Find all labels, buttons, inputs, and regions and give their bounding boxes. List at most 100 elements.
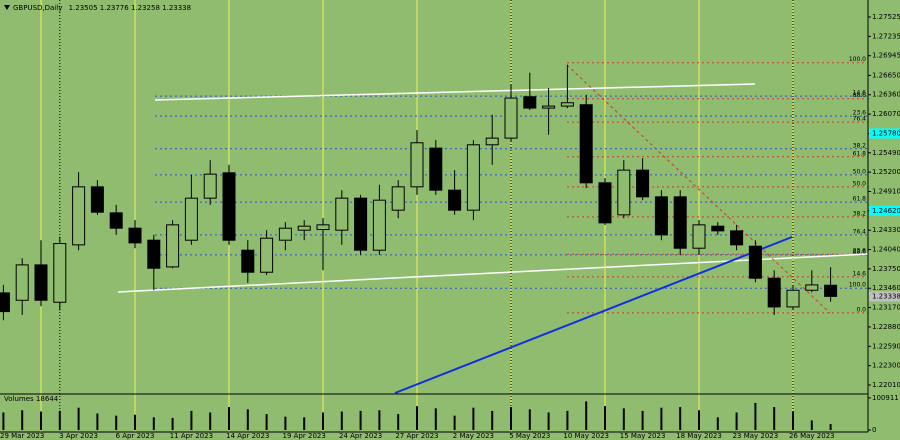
fib-label: 76.4	[853, 116, 867, 123]
y-tick-label: 1.22300	[872, 362, 900, 370]
volume-bar	[566, 410, 569, 430]
candle-body-up	[542, 105, 556, 109]
trend-line	[154, 83, 756, 101]
x-tick-label: 5 May 2023	[509, 432, 550, 440]
volume-bar	[190, 410, 193, 430]
volume-bar	[716, 417, 719, 430]
candle-body-up	[692, 224, 706, 249]
fib-label: 38.2	[853, 210, 867, 217]
y-tick-label: 1.25490	[872, 149, 900, 157]
y-tick-label: 1.22880	[872, 323, 900, 331]
y-tick-label: 1.23460	[872, 284, 900, 292]
candle-body-up	[260, 237, 274, 273]
volume-bar	[510, 407, 512, 430]
volume-bar	[378, 410, 381, 430]
candle-body-down	[448, 189, 462, 211]
fib-label: 14.6	[853, 270, 867, 277]
volume-title: Volumes 18644	[4, 395, 59, 403]
fib-label: 88.6	[853, 92, 867, 99]
x-tick-label: 3 Apr 2023	[59, 432, 98, 440]
volume-bar	[773, 407, 776, 430]
volume-bar	[604, 406, 606, 430]
x-tick-label: 2 May 2023	[453, 432, 494, 440]
volume-bar	[96, 413, 99, 430]
y-tick-label: 1.23170	[872, 304, 900, 312]
fib-label: 14.6	[853, 90, 867, 97]
fib-label: 100.0	[849, 282, 866, 289]
candle-body-down	[730, 230, 744, 246]
volume-bar	[21, 410, 24, 430]
x-tick-label: 11 Apr 2023	[170, 432, 213, 440]
x-tick-label: 19 Apr 2023	[283, 432, 326, 440]
y-tick-label: 1.24910	[872, 187, 900, 195]
candle-body-up	[72, 186, 86, 246]
candle-body-down	[109, 212, 123, 229]
fib-label: 61.8	[853, 150, 867, 157]
candle-body-down	[598, 182, 612, 224]
candle-body-down	[222, 172, 236, 241]
volume-bar	[246, 409, 249, 430]
volume-bar	[792, 411, 794, 430]
high-value: 1.23776	[100, 4, 129, 12]
candle-body-up	[391, 186, 405, 211]
volume-bar	[416, 406, 418, 430]
candle-body-up	[466, 144, 480, 211]
x-tick-label: 27 Apr 2023	[395, 432, 438, 440]
candle-body-up	[203, 173, 217, 199]
volume-bar	[829, 424, 832, 430]
y-tick-label: 1.26945	[872, 52, 900, 60]
fib-label: 23.6	[853, 248, 867, 255]
candle-body-up	[786, 289, 800, 308]
volume-bar	[359, 410, 362, 430]
trend-line	[394, 236, 793, 394]
volume-bar	[679, 407, 682, 430]
x-tick-label: 10 May 2023	[563, 432, 609, 440]
x-tick-label: 23 May 2023	[733, 432, 779, 440]
volume-bar	[2, 412, 5, 430]
volume-last: 18644	[36, 395, 59, 403]
last-price-box	[869, 291, 900, 302]
y-tick-label: 1.24040	[872, 246, 900, 254]
volume-bar	[284, 416, 287, 430]
y-tick-label: 1.22010	[872, 381, 900, 389]
candle-body-down	[0, 292, 10, 313]
candle-body-up	[485, 137, 499, 146]
candle-body-down	[824, 284, 838, 297]
fib-label: 50.0	[853, 168, 867, 175]
volume-bar	[660, 407, 663, 430]
volume-bar	[228, 407, 230, 430]
volume-bar	[472, 407, 475, 430]
candle-body-down	[241, 249, 255, 273]
candle-body-down	[429, 147, 443, 191]
y-tick-label: 1.26070	[872, 110, 900, 118]
y-tick-label: 1.24620	[872, 207, 900, 215]
candle-body-up	[166, 224, 180, 268]
candle-body-up	[278, 227, 292, 241]
y-tick-label: 1.26650	[872, 71, 900, 79]
low-value: 1.23258	[131, 4, 160, 12]
y-tick-label: 1.22590	[872, 342, 900, 350]
candle-body-down	[90, 186, 104, 213]
candle-body-down	[354, 197, 368, 251]
x-tick-label: 29 Mar 2023	[0, 432, 44, 440]
y-tick-label: 1.26360	[872, 91, 900, 99]
volume-bar	[265, 414, 268, 430]
volume-panel: 100911 0	[2, 394, 899, 434]
candle-body-up	[805, 284, 819, 291]
volume-bar	[340, 411, 343, 430]
volume-bar	[58, 410, 61, 430]
x-tick-label: 6 Apr 2023	[116, 432, 155, 440]
candle-body-down	[147, 239, 161, 269]
candle-body-down	[636, 169, 650, 198]
candle-body-down	[523, 96, 537, 109]
volume-bar	[735, 412, 738, 430]
fib-label: 0.0	[856, 306, 866, 313]
symbol: GBPUSD,Daily	[13, 4, 62, 12]
fib-anchor-line	[566, 64, 831, 314]
volume-bar	[322, 412, 324, 430]
open-value: 1.23505	[69, 4, 98, 12]
trend-line	[117, 253, 869, 293]
candle-body-up	[617, 169, 631, 216]
volume-bar	[77, 407, 80, 430]
candle-body-down	[654, 196, 668, 236]
